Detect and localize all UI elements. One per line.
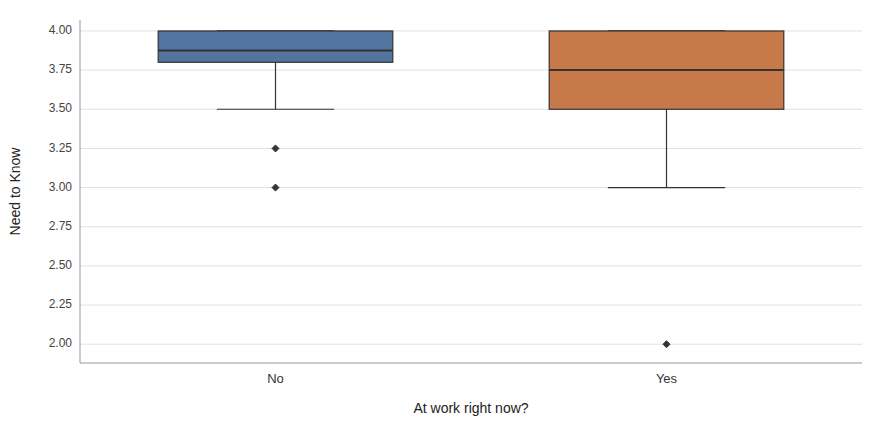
grid-line bbox=[80, 265, 862, 266]
median bbox=[549, 69, 784, 71]
y-tick-label: 2.50 bbox=[49, 258, 73, 272]
y-tick-label: 2.25 bbox=[49, 297, 73, 311]
flier bbox=[663, 341, 670, 348]
grid-line bbox=[80, 187, 862, 188]
y-axis-title: Need to Know bbox=[7, 147, 23, 236]
y-tick-label: 3.00 bbox=[49, 180, 73, 194]
y-tick-label: 3.75 bbox=[49, 62, 73, 76]
x-tick-label: Yes bbox=[656, 371, 678, 386]
chart: 2.00 2.25 2.50 2.75 3.00 3.25 3.50 3.75 4.00 No Ye… bbox=[0, 0, 886, 425]
cap-low bbox=[608, 187, 725, 188]
boxes bbox=[158, 31, 784, 348]
grid-line bbox=[80, 70, 862, 71]
flier bbox=[272, 145, 279, 152]
flier bbox=[272, 184, 279, 191]
whisker-low bbox=[275, 62, 276, 109]
grid-line bbox=[80, 226, 862, 227]
x-tick-label: No bbox=[267, 371, 284, 386]
median bbox=[158, 50, 393, 52]
grid-line bbox=[80, 344, 862, 345]
grid-line bbox=[80, 305, 862, 306]
y-axis-line bbox=[80, 20, 81, 363]
box bbox=[549, 31, 784, 109]
box bbox=[158, 31, 393, 62]
x-axis-title: At work right now? bbox=[413, 400, 528, 416]
y-tick-label: 4.00 bbox=[49, 23, 73, 37]
y-tick-label: 3.50 bbox=[49, 101, 73, 115]
box-group bbox=[158, 31, 393, 191]
y-tick-label: 3.25 bbox=[49, 141, 73, 155]
grid bbox=[80, 31, 862, 344]
cap-low bbox=[217, 109, 334, 110]
grid-line bbox=[80, 148, 862, 149]
whisker-low bbox=[666, 109, 667, 187]
box-group bbox=[549, 31, 784, 348]
y-tick-label: 2.75 bbox=[49, 219, 73, 233]
x-axis-line bbox=[80, 363, 862, 364]
y-tick-label: 2.00 bbox=[49, 336, 73, 350]
